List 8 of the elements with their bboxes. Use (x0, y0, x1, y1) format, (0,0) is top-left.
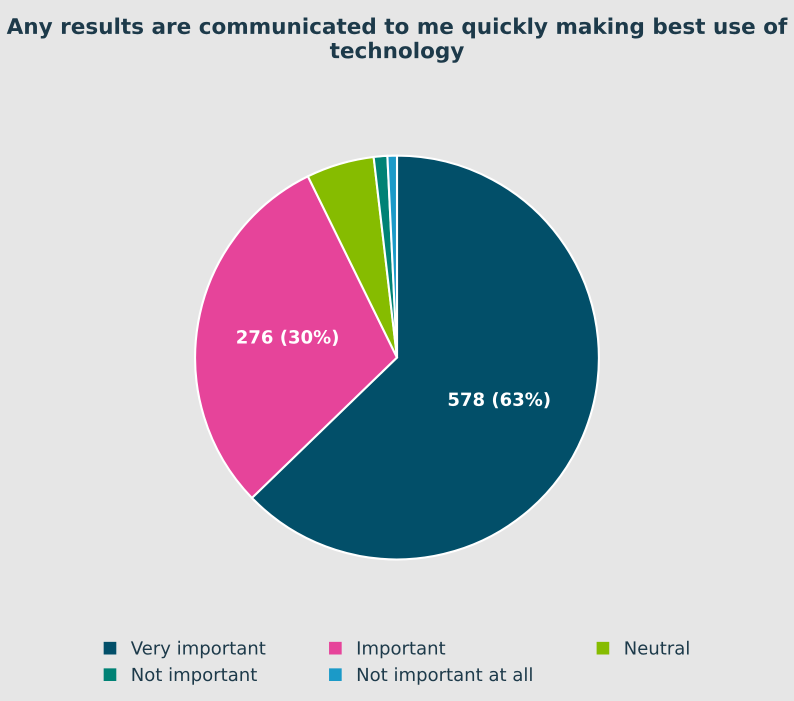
legend-label: Neutral (625, 640, 689, 655)
data-label: 578 (63%) (448, 392, 550, 408)
legend-label: Not important at all (358, 667, 532, 685)
legend-label: Not important (132, 667, 257, 685)
legend-label: Very important (130, 640, 266, 658)
chart-title: Any results are communicated to me quickly making best use of technology (6, 18, 788, 63)
data-label: 276 (30%) (237, 330, 338, 346)
legend-label: Important (358, 641, 446, 658)
